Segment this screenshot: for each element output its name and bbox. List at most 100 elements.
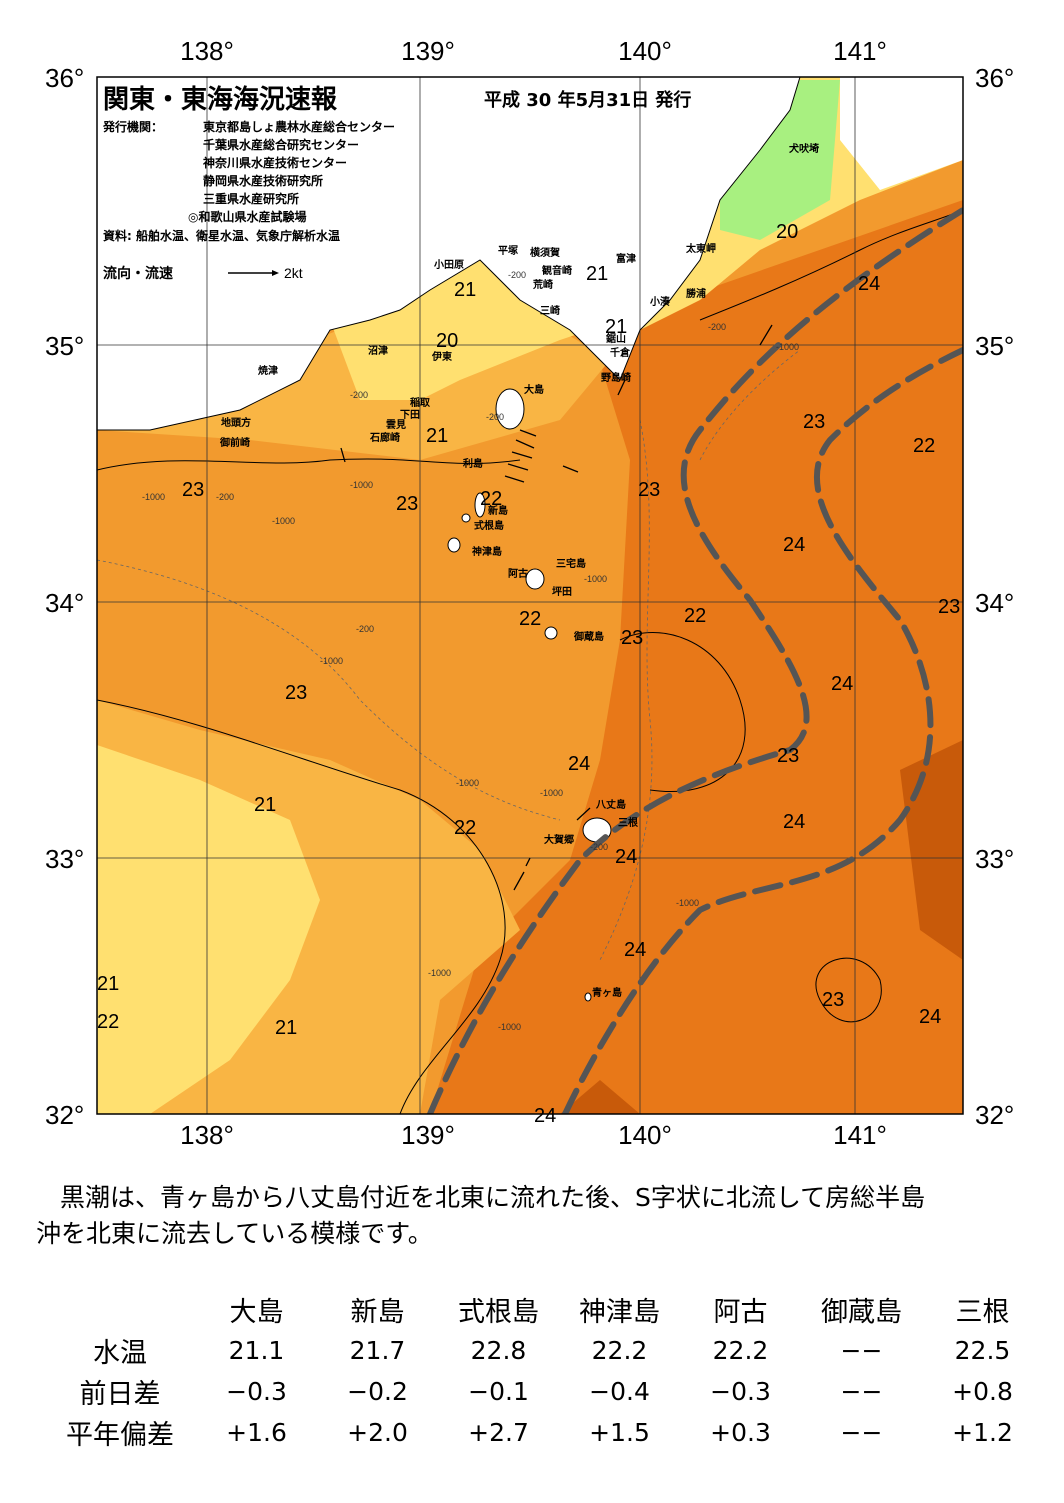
table-cell: −− [840,1336,883,1365]
column-header: 大島 [229,1296,284,1328]
temp-label: 24 [568,753,590,775]
table-cell: +1.2 [952,1418,1013,1447]
map-title: 関東・東海海況速報 [103,85,338,115]
depth-label: -1000 [540,788,563,798]
temp-label: 24 [919,1006,941,1028]
table-header-row: 大島 新島 式根島 神津島 阿古 御蔵島 三根 [44,1288,1043,1330]
place-inatori: 稲取 [410,396,431,409]
lon-label-140-top: 140° [618,36,672,66]
place-aogashima: 青ヶ島 [592,986,622,999]
publisher-3: 神奈川県水産技術センター [203,155,347,170]
publisher-6: ◎和歌山県水産試験場 [188,209,306,224]
place-yaizu: 焼津 [258,364,278,377]
table-cell: −0.3 [226,1377,287,1406]
table-cell: −− [840,1418,883,1447]
place-odawara: 小田原 [433,258,464,271]
land-choshi [840,77,963,190]
temp-label: 21 [275,1017,297,1039]
lon-label-141-bottom: 141° [833,1120,887,1150]
kuroshio-axis-south [562,347,963,1114]
island-kozushima [447,537,461,553]
temp-label: 22 [97,1011,119,1033]
land-honshu [97,77,800,430]
island-mikurajima [544,626,558,640]
lon-label-140-bottom: 140° [618,1120,672,1150]
place-ito: 伊東 [431,350,452,363]
temp-label: 24 [624,939,646,961]
table-cell: −0.2 [347,1377,408,1406]
place-mitsune: 三根 [618,816,638,829]
lat-label-33-left: 33° [45,844,84,874]
column-header: 新島 [350,1296,405,1328]
sea-temperature-map: 138° 139° 140° 141° 138° 139° 140° 141° … [45,36,1014,1150]
table-cell: −0.3 [710,1377,771,1406]
table-cell: 21.1 [228,1336,285,1365]
temp-label: 23 [938,596,960,618]
lon-label-139-top: 139° [401,36,455,66]
column-header: 御蔵島 [821,1296,902,1328]
table-cell: +2.0 [347,1418,408,1447]
island-oshima [495,388,525,430]
depth-label: -1000 [428,968,451,978]
publisher-label: 発行機関： [102,119,163,134]
island-shikinejima [461,513,471,523]
row-label: 平年偏差 [66,1420,174,1451]
temp-label: 23 [182,479,204,501]
lat-label-32-left: 32° [45,1100,84,1130]
table-cell: 22.2 [591,1336,648,1365]
place-shimoda: 下田 [400,409,420,421]
temp-label: 23 [822,989,844,1011]
depth-label: -200 [708,322,726,332]
place-nokogiriyama: 鋸山 [606,332,626,345]
depth-label: -1000 [498,1022,521,1032]
depth-label: -200 [486,412,504,422]
depth-label: -1000 [776,342,799,352]
temp-label: 24 [783,811,805,833]
temp-label: 21 [426,425,448,447]
publisher-1: 東京都島しょ農林水産総合センター [203,119,395,134]
lat-label-35-right: 35° [975,331,1014,361]
place-tsubota: 坪田 [552,585,572,598]
depth-label: -1000 [272,516,295,526]
data-source: 資料: 船舶水温、衛星水温、気象庁解析水温 [103,228,340,243]
table-cell: +2.7 [468,1418,529,1447]
temp-label: 23 [396,493,418,515]
temp-label: 24 [534,1105,556,1127]
depth-label: -200 [350,390,368,400]
table-row: 水温 21.1 21.7 22.8 22.2 22.2 −− 22.5 [44,1330,1043,1371]
place-okago: 大賀郷 [544,833,574,846]
temp-label: 21 [586,263,608,285]
temp-label: 21 [254,794,276,816]
depth-label: -200 [590,842,608,852]
lat-label-33-right: 33° [975,844,1014,874]
island-miyakejima [525,568,545,590]
place-inubosaki: 犬吠埼 [789,142,819,155]
temp-label: 24 [615,846,637,868]
lon-label-138-bottom: 138° [180,1120,234,1150]
lat-label-36-right: 36° [975,63,1014,93]
table-cell: −0.1 [468,1377,529,1406]
island-aogashima [584,992,592,1002]
lon-label-138-top: 138° [180,36,234,66]
temp-label: 22 [480,488,502,510]
temp-label: 22 [519,608,541,630]
observation-table: 大島 新島 式根島 神津島 阿古 御蔵島 三根 水温 21.1 21.7 22.… [44,1288,1043,1453]
temp-label: 20 [436,330,458,352]
place-nojimazaki: 野島崎 [601,371,631,384]
publisher-4: 静岡県水産技術研究所 [203,173,323,188]
row-label: 水温 [93,1338,147,1369]
lat-label-35-left: 35° [45,331,84,361]
place-taitomisaki: 太東岬 [685,242,716,255]
place-mikurajima: 御蔵島 [573,630,604,643]
table-cell: +0.8 [952,1377,1013,1406]
temp-label: 22 [454,817,476,839]
temp-label: 24 [783,534,805,556]
temp-label: 23 [285,682,307,704]
depth-label: -1000 [676,898,699,908]
depth-label: -1000 [456,778,479,788]
depth-label: -200 [216,492,234,502]
place-miyakejima: 三宅島 [556,557,586,570]
table-cell: 22.2 [712,1336,769,1365]
place-numazu: 沼津 [368,344,388,357]
depth-label: -1000 [350,480,373,490]
